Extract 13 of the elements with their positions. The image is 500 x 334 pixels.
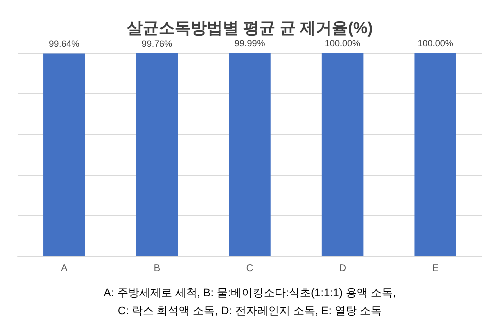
x-tick-label: D [339, 264, 346, 274]
x-tick-label: C [246, 264, 254, 274]
data-label: 99.99% [234, 38, 266, 49]
data-label: 99.76% [142, 38, 172, 49]
chart-title: 살균소독방법별 평균 균 제거율(%) [126, 20, 374, 38]
x-tick-label: B [154, 264, 161, 274]
text: A: 주방세제로 세척, B: 물:베이킹소다:식초(1:1:1) 용액 소독, [104, 288, 396, 300]
text: C: 락스 희석액 소독, D: 전자레인지 소독, E: 열탕 소독 [118, 306, 382, 318]
x-tick-label: A [61, 264, 68, 274]
data-label: 99.64% [49, 39, 80, 50]
data-label: 100.00% [325, 38, 361, 48]
x-tick-label: E [432, 264, 440, 274]
data-label: 100.00% [418, 38, 454, 48]
